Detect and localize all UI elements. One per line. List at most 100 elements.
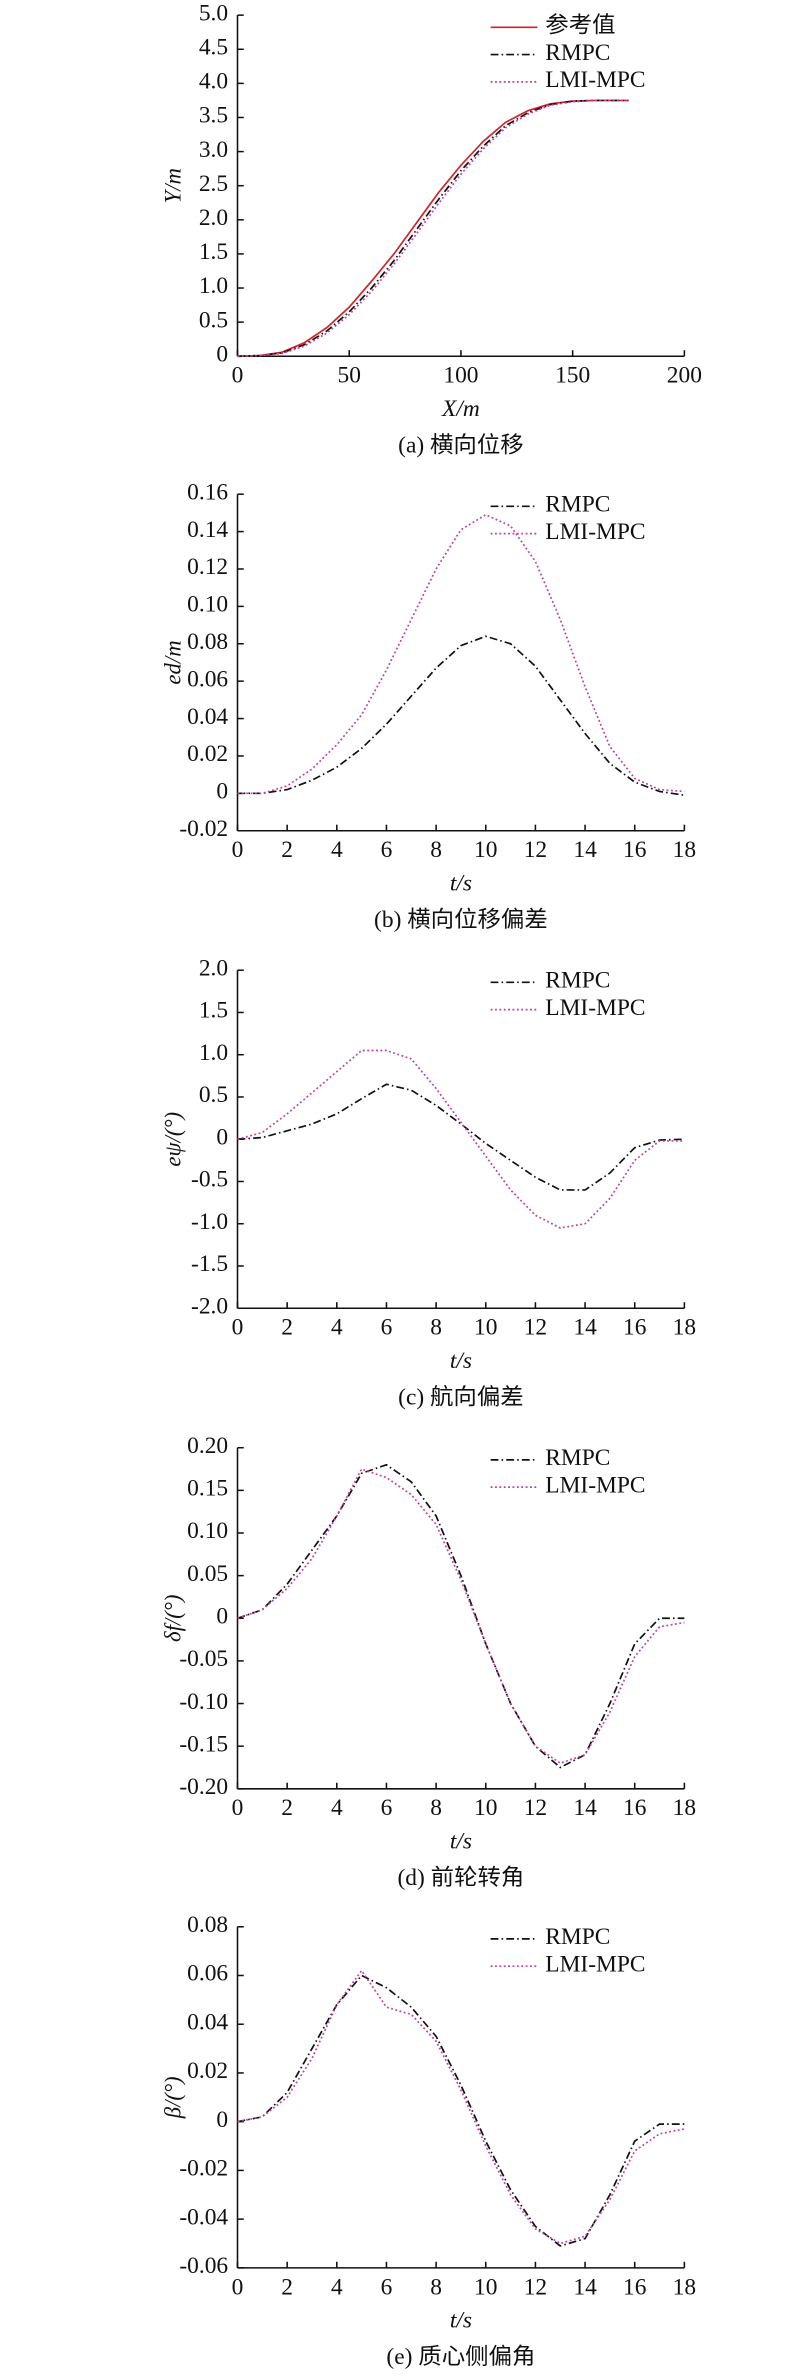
y-axis-label: ed/m bbox=[159, 640, 185, 684]
legend-label: RMPC bbox=[545, 1923, 610, 1949]
x-tick-label: 2 bbox=[281, 2274, 293, 2300]
y-tick-label: 0.04 bbox=[187, 2009, 228, 2035]
y-tick-label: 4.5 bbox=[199, 34, 228, 60]
x-tick-label: 18 bbox=[673, 836, 696, 862]
y-tick-label: 0.10 bbox=[187, 591, 228, 617]
series-line bbox=[237, 513, 685, 795]
x-tick-label: 4 bbox=[331, 836, 343, 862]
y-tick-label: -0.10 bbox=[179, 1688, 228, 1714]
y-tick-label: -0.02 bbox=[179, 2155, 228, 2181]
y-tick-label: 0.12 bbox=[187, 554, 228, 580]
legend-label: LMI-MPC bbox=[545, 1472, 645, 1498]
y-tick-label: 0.10 bbox=[187, 1518, 228, 1544]
x-tick-label: 12 bbox=[524, 836, 547, 862]
series-line bbox=[237, 635, 685, 797]
legend-label: RMPC bbox=[545, 491, 610, 517]
x-tick-label: 12 bbox=[524, 1314, 547, 1340]
x-axis-label: t/s bbox=[450, 2307, 472, 2333]
y-axis-label: eψ/(°) bbox=[159, 1112, 185, 1167]
y-tick-label: 0 bbox=[216, 1124, 228, 1150]
y-tick-label: 0 bbox=[216, 1603, 228, 1629]
x-tick-label: 2 bbox=[281, 836, 293, 862]
x-tick-label: 6 bbox=[381, 1314, 393, 1340]
legend-label: RMPC bbox=[545, 1444, 610, 1470]
series-line bbox=[237, 1049, 685, 1229]
x-tick-label: 14 bbox=[573, 1795, 597, 1821]
y-tick-label: 2.0 bbox=[199, 955, 228, 981]
x-axis-label: t/s bbox=[450, 1828, 472, 1854]
y-axis-label: β/(°) bbox=[159, 2076, 185, 2119]
y-tick-label: 0.5 bbox=[199, 1082, 228, 1108]
x-tick-label: 6 bbox=[381, 836, 393, 862]
x-tick-label: 4 bbox=[331, 1795, 343, 1821]
y-tick-label: 0.14 bbox=[187, 516, 228, 542]
x-tick-label: 10 bbox=[474, 836, 497, 862]
x-tick-label: 0 bbox=[232, 2274, 244, 2300]
legend-label: LMI-MPC bbox=[545, 1951, 645, 1977]
y-tick-label: 0.02 bbox=[187, 740, 228, 766]
x-tick-label: 0 bbox=[232, 1795, 244, 1821]
x-tick-label: 12 bbox=[524, 1795, 547, 1821]
legend-label: LMI-MPC bbox=[545, 518, 645, 544]
y-tick-label: -1.0 bbox=[191, 1208, 228, 1234]
x-tick-label: 14 bbox=[573, 836, 597, 862]
y-tick-label: 0 bbox=[216, 778, 228, 804]
series-line bbox=[237, 1468, 685, 1765]
x-tick-label: 8 bbox=[430, 2274, 442, 2300]
y-tick-label: 1.5 bbox=[199, 238, 228, 264]
x-tick-label: 0 bbox=[232, 836, 244, 862]
x-tick-label: 150 bbox=[555, 362, 590, 388]
series-line bbox=[237, 1463, 685, 1769]
y-tick-label: 1.0 bbox=[199, 1039, 228, 1065]
x-tick-label: 6 bbox=[381, 1795, 393, 1821]
series-line bbox=[237, 99, 629, 358]
y-tick-label: 0.16 bbox=[187, 479, 228, 505]
y-tick-label: 5.0 bbox=[199, 0, 228, 25]
y-tick-label: 0.20 bbox=[187, 1432, 228, 1458]
x-tick-label: 18 bbox=[673, 2274, 696, 2300]
x-tick-label: 200 bbox=[667, 362, 702, 388]
x-tick-label: 14 bbox=[573, 1314, 597, 1340]
x-axis-label: t/s bbox=[450, 1347, 472, 1373]
x-tick-label: 8 bbox=[430, 1314, 442, 1340]
legend-label: RMPC bbox=[545, 967, 610, 993]
caption: (d) 前轮转角 bbox=[397, 1864, 524, 1890]
x-tick-label: 0 bbox=[232, 362, 244, 388]
legend-label: LMI-MPC bbox=[545, 994, 645, 1020]
y-tick-label: -0.05 bbox=[179, 1645, 228, 1671]
y-tick-label: 4.0 bbox=[199, 68, 228, 94]
x-tick-label: 16 bbox=[623, 1314, 646, 1340]
x-tick-label: 4 bbox=[331, 1314, 343, 1340]
y-tick-label: 2.5 bbox=[199, 170, 228, 196]
x-tick-label: 12 bbox=[524, 2274, 547, 2300]
y-tick-label: 0 bbox=[216, 341, 228, 367]
y-axis-label: Y/m bbox=[159, 168, 185, 203]
y-tick-label: -2.0 bbox=[191, 1293, 228, 1319]
x-tick-label: 16 bbox=[623, 836, 646, 862]
y-tick-label: 0.05 bbox=[187, 1560, 228, 1586]
series-line bbox=[237, 99, 629, 358]
caption: (c) 航向偏差 bbox=[398, 1384, 524, 1410]
x-tick-label: 8 bbox=[430, 836, 442, 862]
y-tick-label: 3.0 bbox=[199, 136, 228, 162]
y-tick-label: 0.08 bbox=[187, 628, 228, 654]
y-tick-label: 0.04 bbox=[187, 703, 228, 729]
x-tick-label: 16 bbox=[623, 1795, 646, 1821]
caption: (b) 横向位移偏差 bbox=[374, 906, 548, 932]
x-tick-label: 2 bbox=[281, 1314, 293, 1340]
x-tick-label: 4 bbox=[331, 2274, 343, 2300]
y-tick-label: 0.5 bbox=[199, 307, 228, 333]
y-tick-label: 0.15 bbox=[187, 1475, 228, 1501]
series-line bbox=[237, 1083, 685, 1191]
y-tick-label: -0.02 bbox=[179, 815, 228, 841]
y-tick-label: 1.5 bbox=[199, 997, 228, 1023]
y-tick-label: -0.06 bbox=[179, 2252, 228, 2278]
series-line bbox=[237, 1974, 685, 2247]
y-tick-label: 0.08 bbox=[187, 1911, 228, 1937]
caption: (a) 横向位移 bbox=[398, 432, 524, 458]
x-tick-label: 16 bbox=[623, 2274, 646, 2300]
y-tick-label: 0.02 bbox=[187, 2057, 228, 2083]
y-tick-label: -0.20 bbox=[179, 1773, 228, 1799]
y-tick-label: -0.15 bbox=[179, 1731, 228, 1757]
